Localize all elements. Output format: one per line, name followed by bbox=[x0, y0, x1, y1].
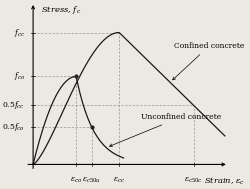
Text: $f_{cc}$: $f_{cc}$ bbox=[14, 26, 25, 39]
Text: $\varepsilon_{cc}$: $\varepsilon_{cc}$ bbox=[113, 175, 125, 185]
Text: Stress, $f_c$: Stress, $f_c$ bbox=[41, 4, 81, 16]
Text: $0.5f_{co}$: $0.5f_{co}$ bbox=[2, 121, 25, 133]
Text: $\varepsilon_{c50u}$: $\varepsilon_{c50u}$ bbox=[82, 175, 101, 185]
Text: $f_{co}$: $f_{co}$ bbox=[14, 70, 25, 82]
Point bbox=[74, 75, 78, 78]
Text: $0.5f_{cc}$: $0.5f_{cc}$ bbox=[2, 99, 25, 111]
Text: $\varepsilon_{co}$: $\varepsilon_{co}$ bbox=[70, 175, 82, 185]
Text: Confined concrete: Confined concrete bbox=[173, 42, 244, 80]
Text: $\varepsilon_{c50c}$: $\varepsilon_{c50c}$ bbox=[184, 175, 203, 185]
Point bbox=[90, 126, 94, 129]
Text: Unconfined concrete: Unconfined concrete bbox=[110, 113, 221, 146]
Text: Strain, $\varepsilon_c$: Strain, $\varepsilon_c$ bbox=[204, 176, 246, 187]
